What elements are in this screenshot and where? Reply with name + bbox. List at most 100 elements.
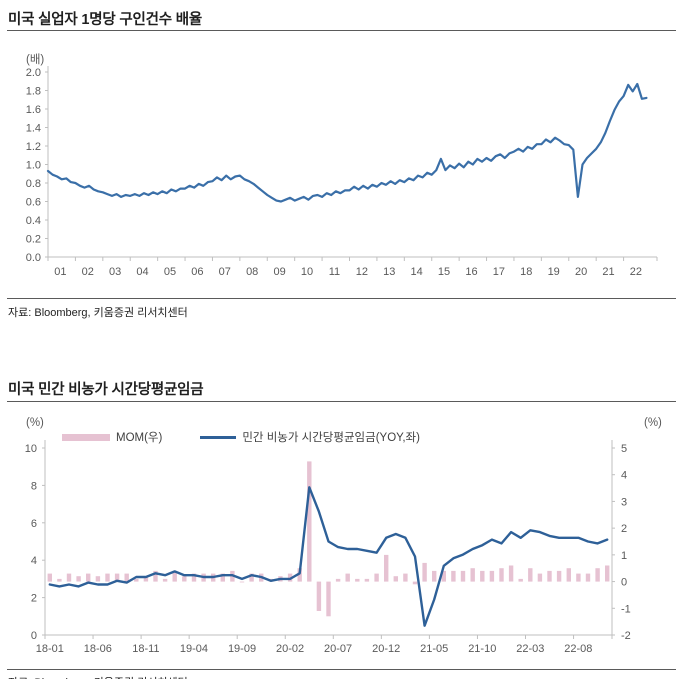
mom-bar <box>124 573 129 582</box>
chart1-x-tick-label: 11 <box>329 266 340 278</box>
chart1-x-tick-label: 07 <box>219 266 231 278</box>
chart2-left-tick-label: 0 <box>31 630 37 642</box>
mom-bar <box>403 573 408 582</box>
chart2-right-tick-label: -1 <box>621 603 631 615</box>
mom-bar-swatch-icon <box>62 433 110 441</box>
chart1-x-tick-label: 08 <box>246 266 258 278</box>
chart1-plot: 0.0 0.2 0.4 0.6 0.8 1.0 1.2 1.4 1.6 1.8 2.0 01 02 03 0… <box>26 66 658 278</box>
chart2-legend: MOM(우) 민간 비농가 시간당평균임금(YOY,좌) <box>62 429 420 445</box>
chart1-y-tick-label: 0.6 <box>26 197 41 209</box>
mom-bar <box>412 581 418 585</box>
mom-bar <box>191 573 197 582</box>
chart2-right-unit-label: (%) <box>644 417 662 429</box>
chart1-y-tick-label: 0.4 <box>26 215 41 227</box>
mom-bar <box>422 562 427 582</box>
mom-bar <box>460 570 466 582</box>
chart2-x-tick-label: 21-10 <box>468 643 496 655</box>
chart2-title-rule <box>7 401 676 402</box>
mom-bar <box>393 576 398 582</box>
chart1-x-tick-label: 22 <box>630 266 642 278</box>
chart2-left-unit-label: (%) <box>26 417 44 429</box>
mom-bar <box>316 581 322 611</box>
mom-bar <box>518 578 523 582</box>
mom-bar <box>95 576 101 582</box>
mom-bar <box>441 570 446 582</box>
chart2-left-tick-label: 4 <box>31 555 37 567</box>
mom-bar <box>499 568 504 582</box>
mom-bar <box>576 573 581 582</box>
legend-item-mom: MOM(우) <box>62 429 162 445</box>
chart1-y-tick-label: 0.2 <box>26 234 41 246</box>
chart1-x-tick-label: 04 <box>136 266 148 278</box>
legend-yoy-label: 민간 비농가 시간당평균임금(YOY,좌) <box>242 432 420 444</box>
chart2-right-tick-label: 0 <box>621 577 627 589</box>
chart1-x-tick-label: 17 <box>493 266 505 278</box>
chart1-x-tick-label: 10 <box>301 266 313 278</box>
chart1-y-tick-label: 2.0 <box>26 67 41 79</box>
mom-bar <box>432 570 437 582</box>
chart2-x-tick-label: 20-07 <box>324 643 352 655</box>
chart1-y-tick-label: 0.0 <box>26 252 41 264</box>
chart2-left-tick-label: 6 <box>31 518 37 530</box>
mom-bar <box>66 573 72 582</box>
chart1-source-rule <box>7 298 676 299</box>
chart1-y-tick-label: 1.8 <box>26 86 41 98</box>
mom-bar <box>384 554 389 582</box>
chart2-right-tick-label: 3 <box>621 496 627 508</box>
chart1-y-tick-label: 1.6 <box>26 104 41 116</box>
chart2-left-tick-label: 10 <box>25 443 37 455</box>
mom-bar <box>143 576 149 582</box>
chart1-x-tick-label: 21 <box>602 266 614 278</box>
mom-bar <box>220 573 225 582</box>
chart2-right-tick-label: 4 <box>621 470 627 482</box>
chart1-x-tick-label: 02 <box>82 266 94 278</box>
chart1-x-tick-label: 12 <box>356 266 368 278</box>
chart2-right-tick-label: 5 <box>621 443 627 455</box>
mom-bar <box>470 568 475 582</box>
mom-bar <box>566 568 571 582</box>
mom-bar <box>249 573 254 582</box>
chart1-x-tick-label: 18 <box>520 266 532 278</box>
chart2-title: 미국 민간 비농가 시간당평균임금 <box>8 382 204 398</box>
chart1-data-line <box>46 82 648 203</box>
mom-bar <box>297 568 302 582</box>
mom-bar <box>239 581 245 583</box>
mom-bar <box>326 581 331 617</box>
chart1-y-tick-label: 1.2 <box>26 141 41 153</box>
chart2-x-tick-label: 18-01 <box>36 643 64 655</box>
chart1-x-tick-label: 09 <box>273 266 285 278</box>
mom-bar <box>556 570 562 582</box>
chart2-left-tick-label: 8 <box>31 480 37 492</box>
chart1-x-tick-label: 15 <box>438 266 450 278</box>
chart1-x-tick-label: 05 <box>164 266 176 278</box>
mom-bar <box>335 578 341 582</box>
chart2-x-tick-label: 20-02 <box>276 643 304 655</box>
mom-bar <box>355 578 360 582</box>
chart2-x-tick-label: 19-09 <box>228 643 256 655</box>
chart2-plot: 0 2 4 6 8 10 -2 -1 0 1 2 3 4 5 18-01 18-06 18-11 19-04 19-… <box>25 440 631 655</box>
mom-bar <box>182 576 187 582</box>
mom-bar <box>480 570 485 582</box>
mom-bar <box>153 570 158 582</box>
chart1-title-rule <box>7 30 676 31</box>
chart1-x-tick-label: 03 <box>109 266 121 278</box>
mom-bar <box>114 573 120 582</box>
chart1-x-tick-label: 19 <box>548 266 560 278</box>
mom-bar <box>537 573 543 582</box>
yoy-data-line <box>48 486 609 627</box>
chart1-y-tick-label: 1.4 <box>26 123 41 135</box>
mom-bar <box>489 570 495 582</box>
chart2-x-tick-label: 18-11 <box>132 643 159 655</box>
chart2-left-tick-label: 2 <box>31 593 37 605</box>
mom-bar <box>47 573 52 582</box>
mom-bar <box>547 570 552 582</box>
chart2-x-tick-label: 20-12 <box>372 643 400 655</box>
mom-bar <box>364 578 370 582</box>
chart2-right-tick-label: -2 <box>621 630 631 642</box>
mom-bar <box>105 573 110 582</box>
chart2-x-tick-label: 19-04 <box>180 643 208 655</box>
mom-bar <box>585 573 591 582</box>
chart2-right-tick-label: 2 <box>621 523 627 535</box>
mom-bar <box>172 570 177 582</box>
